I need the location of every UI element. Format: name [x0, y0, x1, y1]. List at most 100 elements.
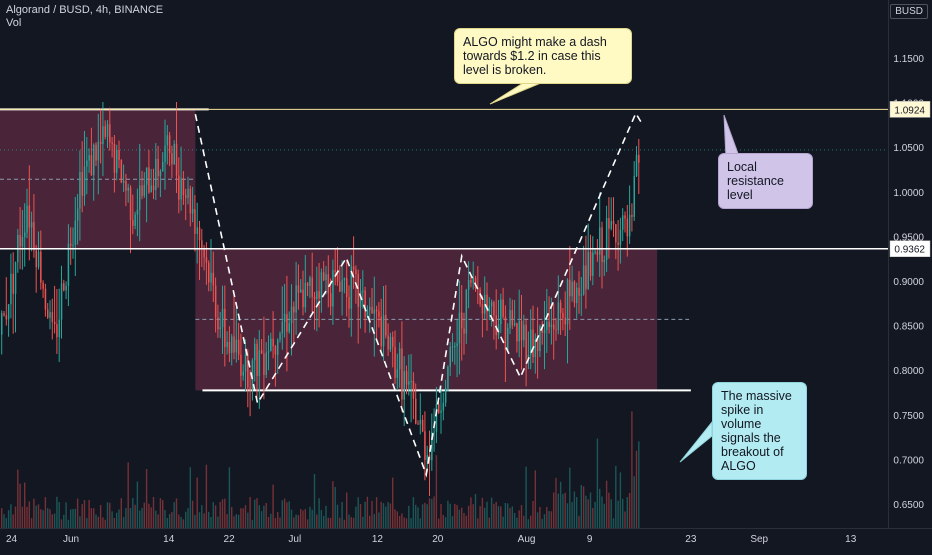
volume-bar-86: [198, 512, 201, 528]
volume-bar-133: [306, 519, 309, 528]
volume-bar-75: [173, 502, 175, 528]
candle-body-268: [617, 242, 619, 245]
candle-body-222: [511, 310, 514, 326]
currency-badge[interactable]: BUSD: [890, 4, 928, 19]
candle-body-90: [208, 262, 210, 283]
candle-body-159: [366, 310, 369, 317]
volume-bar-223: [513, 512, 516, 528]
candle-body-182: [419, 419, 422, 425]
volume-bar-127: [293, 517, 295, 528]
candle-body-54: [125, 181, 127, 191]
candle-body-85: [196, 227, 198, 234]
candle-body-48: [111, 142, 113, 144]
volume-bar-99: [228, 467, 231, 528]
candle-body-133: [306, 282, 309, 286]
volume-bar-198: [456, 505, 458, 528]
volume-bar-27: [63, 514, 65, 528]
callout-volume-spike[interactable]: The massive spike in volume signals the …: [712, 382, 807, 480]
volume-bar-142: [327, 517, 329, 528]
candle-body-173: [398, 348, 401, 370]
y-tick-label-6: 0.8500: [893, 322, 924, 333]
volume-bar-244: [562, 493, 564, 528]
candle-body-64: [148, 167, 150, 193]
candle-body-128: [295, 285, 297, 313]
candle-body-22: [51, 312, 54, 322]
candle-body-79: [182, 178, 185, 196]
candle-body-155: [357, 274, 359, 307]
candle-body-144: [332, 270, 334, 307]
volume-bar-145: [334, 487, 336, 528]
candle-body-214: [493, 302, 495, 316]
volume-bar-72: [166, 517, 168, 528]
candle-body-35: [81, 171, 83, 196]
volume-bar-218: [502, 516, 504, 528]
volume-bar-150: [346, 492, 348, 528]
candle-body-152: [350, 266, 353, 309]
candle-body-254: [585, 265, 587, 289]
volume-bar-48: [111, 511, 113, 528]
volume-bar-42: [97, 516, 99, 528]
volume-bar-184: [424, 502, 426, 528]
candle-body-235: [541, 326, 543, 334]
candle-body-165: [380, 316, 382, 347]
candle-body-240: [553, 324, 555, 330]
volume-bar-24: [56, 496, 58, 528]
volume-bar-63: [145, 469, 148, 528]
volume-bar-173: [398, 516, 401, 528]
symbol-title[interactable]: Algorand / BUSD, 4h, BINANCE: [6, 4, 164, 16]
candle-body-147: [339, 281, 341, 292]
volume-bar-55: [127, 462, 129, 528]
candle-body-187: [431, 432, 433, 461]
candle-body-72: [166, 135, 169, 146]
candle-body-66: [152, 185, 155, 191]
candle-body-23: [53, 321, 56, 325]
volume-label[interactable]: Vol: [6, 17, 22, 29]
candle-body-58: [134, 214, 136, 226]
candle-body-224: [516, 323, 518, 342]
callout-breakout-target[interactable]: ALGO might make a dash towards $1.2 in c…: [454, 28, 632, 84]
candle-body-122: [281, 321, 284, 334]
candle-body-203: [467, 280, 470, 290]
candle-body-112: [258, 350, 261, 377]
volume-bar-5: [12, 514, 14, 528]
volume-bar-233: [536, 512, 539, 528]
volume-bar-204: [470, 497, 472, 528]
candle-body-191: [440, 410, 442, 413]
candle-body-230: [530, 329, 532, 356]
candle-body-145: [334, 270, 336, 272]
volume-bar-111: [256, 498, 258, 528]
volume-bar-9: [21, 506, 24, 528]
volume-bar-135: [311, 509, 313, 528]
candle-body-168: [387, 335, 389, 350]
candle-body-275: [633, 176, 635, 217]
price-axis: 1.15001.10001.05001.00000.95000.90000.85…: [888, 0, 931, 528]
candle-body-76: [175, 144, 178, 176]
candle-body-28: [65, 285, 67, 291]
candle-body-63: [145, 167, 148, 185]
candle-body-106: [244, 354, 247, 372]
volume-bar-252: [580, 485, 582, 528]
volume-bar-242: [557, 493, 559, 528]
volume-bar-61: [141, 507, 143, 528]
volume-bar-221: [509, 507, 511, 528]
candle-body-61: [141, 185, 143, 196]
volume-bar-151: [348, 514, 350, 528]
volume-bar-67: [155, 510, 157, 528]
candle-body-102: [235, 339, 238, 353]
candle-body-88: [203, 247, 205, 258]
volume-bar-164: [378, 512, 380, 528]
candle-body-137: [316, 291, 318, 300]
volume-bar-274: [631, 411, 633, 528]
volume-bar-256: [589, 492, 592, 528]
volume-bar-102: [235, 514, 237, 528]
volume-bar-104: [240, 508, 242, 528]
range-zone-2: [195, 248, 658, 391]
candle-body-271: [624, 215, 626, 219]
volume-bar-266: [612, 518, 615, 528]
callout-local-resistance[interactable]: Local resistance level: [718, 153, 813, 209]
candle-body-221: [509, 310, 511, 329]
candle-body-52: [120, 159, 123, 183]
volume-bar-175: [403, 517, 405, 528]
